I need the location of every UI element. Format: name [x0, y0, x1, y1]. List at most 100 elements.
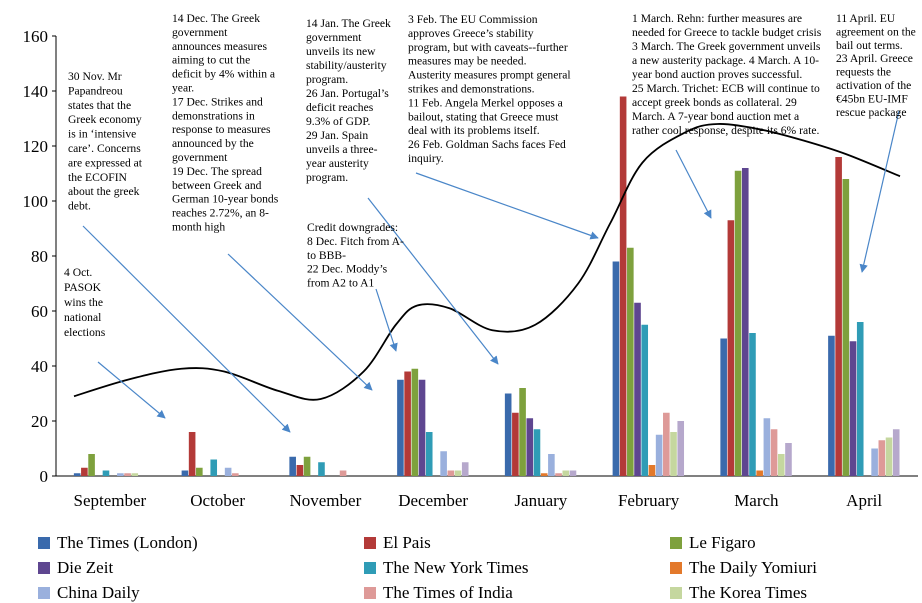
- annotation-line: German 10-year bonds: [172, 193, 279, 206]
- annotation-line: 11 April. EU: [836, 12, 896, 25]
- y-tick-label: 40: [31, 357, 48, 376]
- annotation-line: to BBB-: [307, 249, 346, 262]
- annotation-line: is in ‘intensive: [68, 128, 136, 141]
- annotation-apr11: 11 April. EU agreement on the bail out ter…: [836, 12, 916, 119]
- bar: [131, 473, 139, 476]
- annotation-line: 30 Nov. Mr: [68, 70, 122, 83]
- annotations-layer: 4 Oct. PASOK wins the national elections 30 N…: [64, 12, 916, 339]
- bar: [655, 434, 663, 476]
- annotation-line: inquiry.: [408, 152, 444, 165]
- annotation-line: the ECOFIN: [68, 171, 128, 184]
- bar: [562, 470, 570, 476]
- bar: [741, 168, 749, 476]
- annotation-line: 1 March. Rehn: further measures are: [632, 12, 802, 25]
- annotation-arrow: [375, 288, 398, 352]
- bar: [634, 302, 641, 476]
- legend-label: The Daily Yomiuri: [689, 558, 817, 577]
- annotation-line: between Greek and: [172, 179, 262, 192]
- x-category-labels: September October November December January F…: [74, 491, 883, 510]
- annotation-jan14: 14 Jan. The Greek government unveils its n…: [306, 17, 391, 184]
- bar: [210, 459, 218, 476]
- y-tick-label: 100: [23, 192, 49, 211]
- annotation-line: government: [172, 26, 228, 39]
- trend-line: [73, 123, 901, 401]
- bar: [856, 322, 864, 476]
- annotation-line: national: [64, 311, 101, 324]
- annotation-line: agreement on the: [836, 25, 916, 38]
- bar: [871, 448, 878, 476]
- annotation-line: government: [306, 31, 362, 44]
- annotation-line: 14 Dec. The Greek: [172, 12, 260, 25]
- legend-swatch: [670, 537, 682, 549]
- annotation-line: rescue package: [836, 106, 906, 119]
- x-category-label: October: [190, 491, 245, 510]
- annotation-line: 25 March. Trichet: ECB will continue to: [632, 82, 820, 95]
- bar: [641, 324, 649, 476]
- annotation-arrow: [415, 172, 599, 240]
- annotation-line: response to measures: [172, 123, 271, 136]
- legend-swatch: [670, 587, 682, 599]
- bar: [117, 473, 124, 476]
- bar: [404, 371, 411, 476]
- bar: [756, 470, 763, 476]
- bar: [81, 467, 88, 476]
- bar: [677, 421, 685, 476]
- legend-label: The Times of India: [383, 583, 513, 602]
- annotation-line: requests the: [836, 66, 891, 79]
- annotation-arrow: [82, 225, 291, 433]
- bar: [339, 470, 347, 476]
- legend-item: El Pais: [364, 533, 431, 553]
- annotation-line: 19 Dec. The spread: [172, 165, 262, 178]
- annotation-line: announces measures: [172, 40, 267, 53]
- bar: [397, 379, 404, 476]
- bar: [447, 470, 455, 476]
- legend-label: Le Figaro: [689, 533, 756, 552]
- annotation-arrow: [227, 253, 373, 391]
- legend-item: Le Figaro: [670, 533, 756, 553]
- annotation-line: 17 Dec. Strikes and: [172, 95, 263, 108]
- annotation-line: activation of the: [836, 79, 911, 92]
- annotation-nov30: 30 Nov. Mr Papandreou states that the Greek…: [68, 70, 143, 213]
- bar: [727, 220, 735, 476]
- bar: [670, 432, 677, 476]
- annotation-line: 22 Dec. Moddy’s: [307, 263, 388, 276]
- x-category-label: November: [289, 491, 361, 510]
- y-tick-labels: 0 20 40 60 80 100 120 140 160: [23, 27, 56, 486]
- bar: [548, 454, 555, 476]
- y-tick-label: 20: [31, 412, 48, 431]
- bar: [619, 96, 627, 476]
- x-category-label: March: [734, 491, 779, 510]
- bar: [835, 157, 842, 476]
- annotation-credit: Credit downgrades: 8 Dec. Fitch from A-to…: [307, 221, 404, 290]
- annotation-line: program.: [306, 73, 348, 86]
- annotation-line: €45bn EU-IMF: [836, 92, 908, 105]
- bar: [181, 470, 189, 476]
- annotation-line: 26 Feb. Goldman Sachs faces Fed: [408, 138, 566, 151]
- bar: [425, 432, 433, 476]
- bar: [289, 456, 296, 476]
- bar: [526, 418, 534, 476]
- bar: [440, 451, 447, 476]
- annotation-line: 23 April. Greece: [836, 52, 913, 65]
- bar: [720, 338, 727, 476]
- legend-item: The Times of India: [364, 583, 513, 603]
- annotation-dec14: 14 Dec. The Greek government announces mea…: [172, 12, 279, 234]
- annotation-line: wins the: [64, 296, 103, 309]
- legend-label: The Times (London): [57, 533, 198, 552]
- annotation-line: 11 Feb. Angela Merkel opposes a: [408, 96, 563, 109]
- annotation-line: PASOK: [64, 281, 102, 294]
- y-tick-label: 120: [23, 137, 49, 156]
- legend-swatch: [364, 537, 376, 549]
- bar: [224, 467, 232, 476]
- bar: [569, 470, 577, 476]
- bar: [540, 473, 548, 476]
- bar: [188, 432, 196, 476]
- bar: [124, 473, 131, 476]
- annotation-line: deficit by 4% within a: [172, 68, 275, 81]
- bar: [73, 473, 81, 476]
- bar: [102, 470, 110, 476]
- bar: [663, 412, 670, 476]
- x-category-label: December: [398, 491, 468, 510]
- annotation-line: strikes and demonstrations.: [408, 83, 535, 96]
- annotation-line: 29 Jan. Spain: [306, 129, 368, 142]
